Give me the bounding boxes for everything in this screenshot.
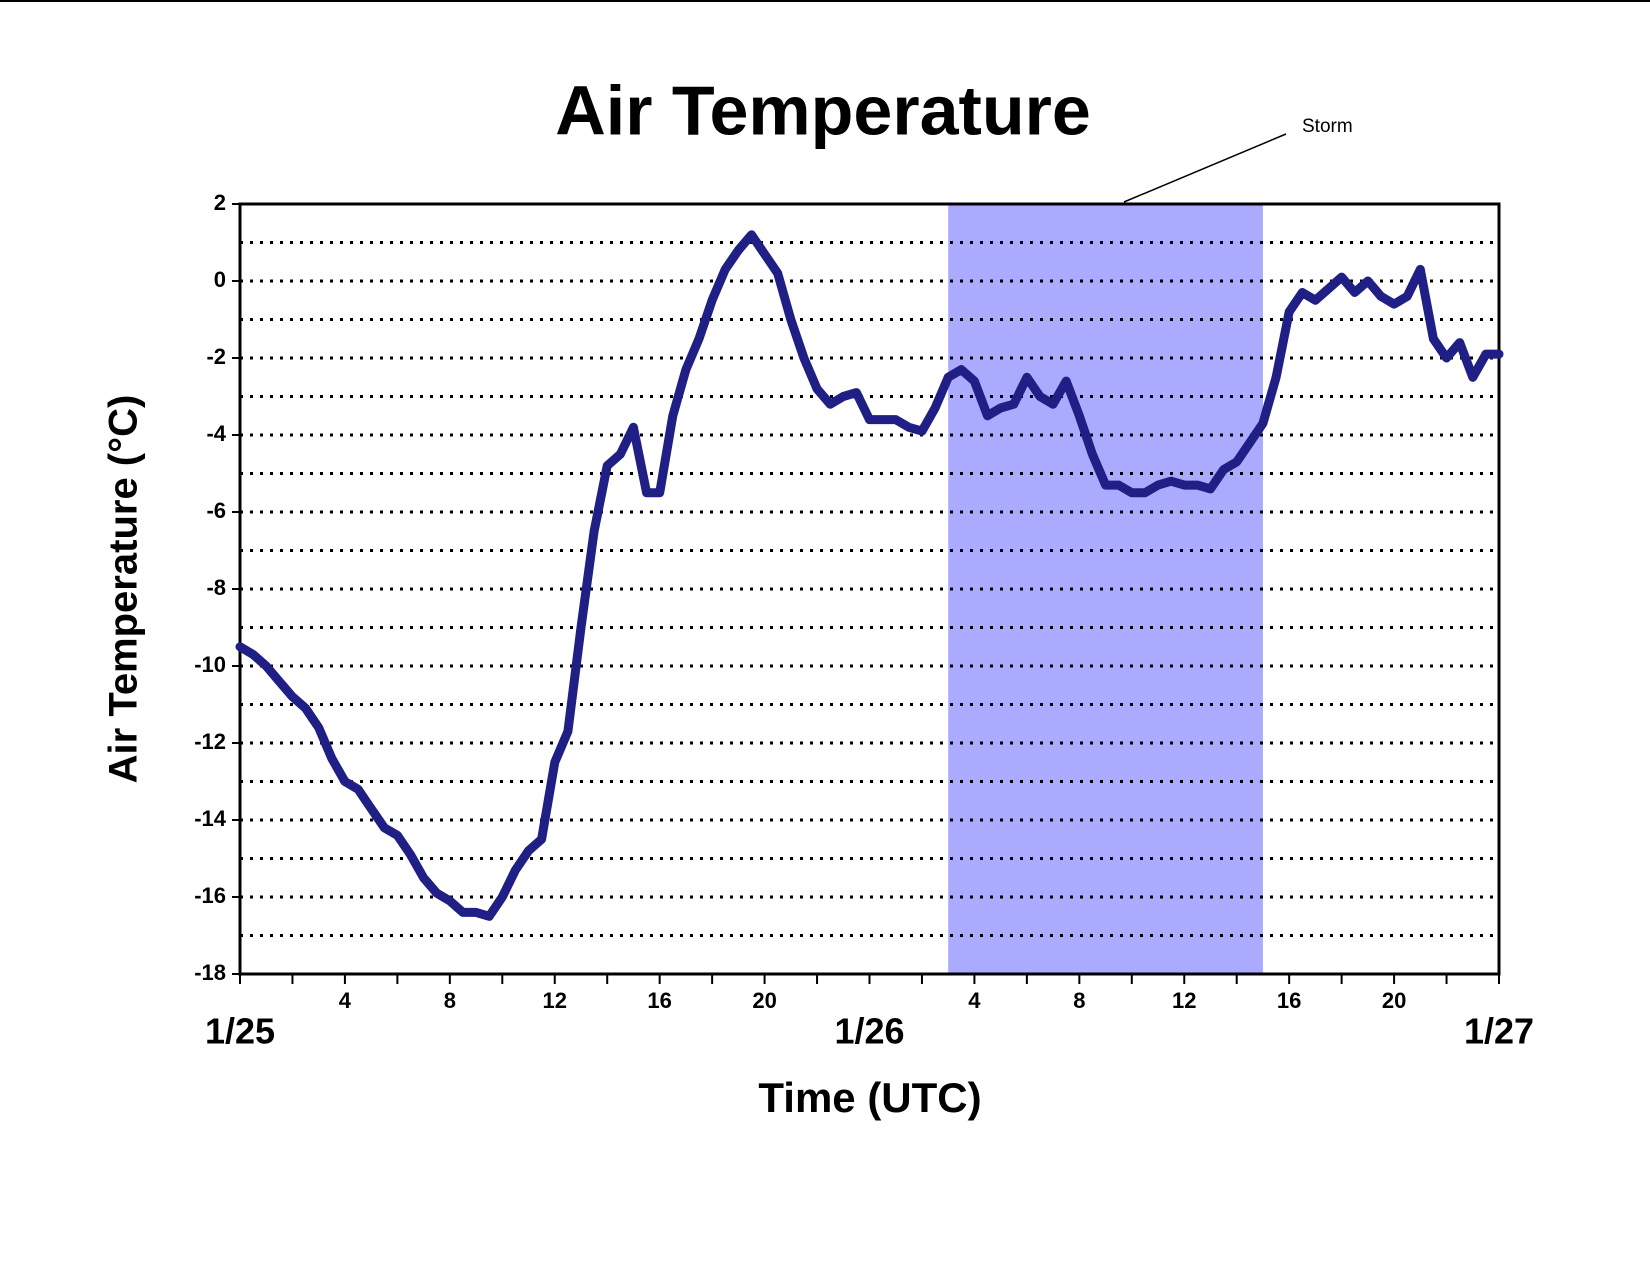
data-line xyxy=(235,230,1504,921)
annotation-line xyxy=(1123,133,1287,203)
y-tick-label: -16 xyxy=(194,883,226,908)
x-tick-label: 20 xyxy=(1382,988,1406,1013)
x-tick-label: 16 xyxy=(1277,988,1301,1013)
y-tick-label: -18 xyxy=(194,960,226,985)
plot-frame xyxy=(238,202,1501,976)
y-tick-label: 0 xyxy=(214,267,226,292)
x-date-label: 1/27 xyxy=(1464,1011,1534,1052)
x-tick-label: 20 xyxy=(752,988,776,1013)
x-tick-label: 4 xyxy=(968,988,981,1013)
shaded-region xyxy=(948,204,1263,974)
y-tick-label: 2 xyxy=(214,190,226,215)
x-tick-label: 4 xyxy=(339,988,352,1013)
y-axis-label: Air Temperature (°C) xyxy=(102,395,146,784)
x-axis-label: Time (UTC) xyxy=(758,1074,981,1121)
x-date-label: 1/26 xyxy=(834,1011,904,1052)
y-tick-label: -10 xyxy=(194,652,226,677)
x-tick-label: 16 xyxy=(647,988,671,1013)
x-tick-label: 8 xyxy=(1073,988,1085,1013)
x-tick-label: 12 xyxy=(543,988,567,1013)
annotation: Storm xyxy=(1302,116,1353,137)
chart-title: Air Temperature xyxy=(555,71,1091,149)
y-tick-label: -4 xyxy=(206,421,226,446)
y-tick-label: -2 xyxy=(206,344,226,369)
x-tick-label: 8 xyxy=(444,988,456,1013)
y-tick-label: -12 xyxy=(194,729,226,754)
x-date-label: 1/25 xyxy=(205,1011,275,1052)
y-tick-label: -14 xyxy=(194,806,227,831)
y-tick-label: -8 xyxy=(206,575,226,600)
y-tick-label: -6 xyxy=(206,498,226,523)
x-tick-label: 12 xyxy=(1172,988,1196,1013)
